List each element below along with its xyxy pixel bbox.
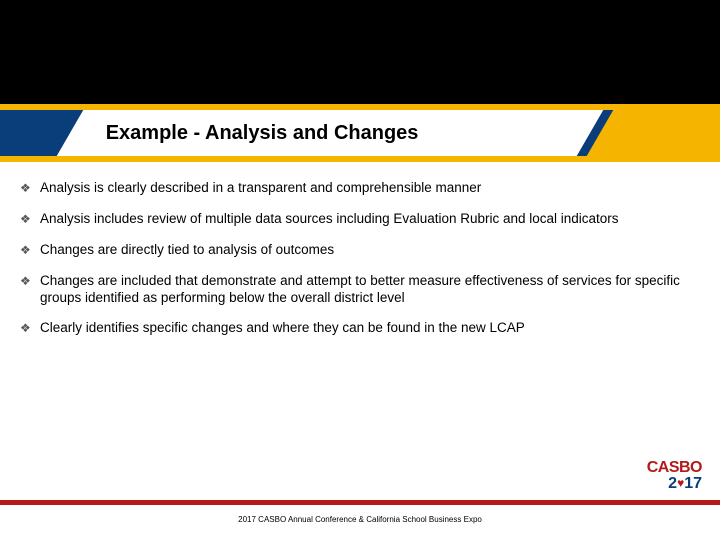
bullet-item: ❖ Analysis is clearly described in a tra… bbox=[20, 180, 700, 197]
diamond-bullet-icon: ❖ bbox=[20, 320, 34, 337]
diamond-bullet-icon: ❖ bbox=[20, 273, 34, 290]
bullet-text: Changes are included that demonstrate an… bbox=[40, 273, 700, 307]
bullet-item: ❖ Changes are included that demonstrate … bbox=[20, 273, 700, 307]
bullet-text: Clearly identifies specific changes and … bbox=[40, 320, 700, 337]
title-box: Example - Analysis and Changes bbox=[57, 110, 604, 156]
logo: CASBO 2♥17 bbox=[632, 460, 702, 492]
slide: Example - Analysis and Changes ❖ Analysi… bbox=[0, 0, 720, 540]
red-footer-bar bbox=[0, 500, 720, 505]
slide-title: Example - Analysis and Changes bbox=[106, 122, 419, 145]
bullet-text: Changes are directly tied to analysis of… bbox=[40, 242, 700, 259]
logo-year: 2♥17 bbox=[632, 476, 702, 492]
diamond-bullet-icon: ❖ bbox=[20, 211, 34, 228]
bullet-item: ❖ Changes are directly tied to analysis … bbox=[20, 242, 700, 259]
diamond-bullet-icon: ❖ bbox=[20, 180, 34, 197]
bullet-item: ❖ Clearly identifies specific changes an… bbox=[20, 320, 700, 337]
footer-text: 2017 CASBO Annual Conference & Californi… bbox=[0, 515, 720, 524]
content-area: ❖ Analysis is clearly described in a tra… bbox=[20, 180, 700, 351]
bullet-item: ❖ Analysis includes review of multiple d… bbox=[20, 211, 700, 228]
bullet-text: Analysis includes review of multiple dat… bbox=[40, 211, 700, 228]
logo-year-prefix: 2 bbox=[668, 475, 677, 492]
logo-org: CASBO bbox=[632, 460, 702, 476]
top-black-band bbox=[0, 0, 720, 104]
bullet-text: Analysis is clearly described in a trans… bbox=[40, 180, 700, 197]
diamond-bullet-icon: ❖ bbox=[20, 242, 34, 259]
logo-year-suffix: 17 bbox=[684, 475, 702, 492]
